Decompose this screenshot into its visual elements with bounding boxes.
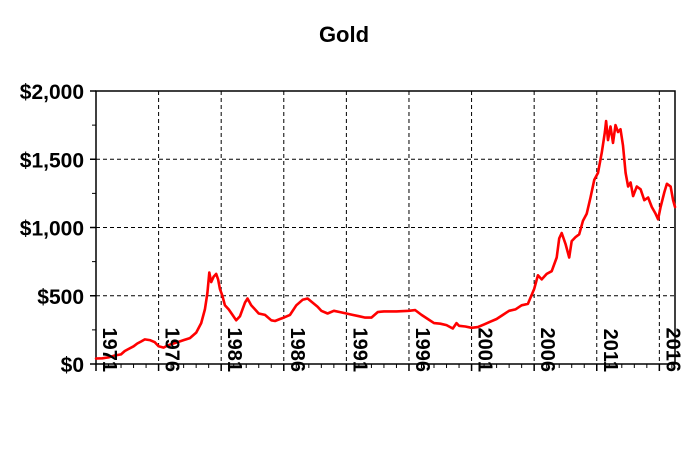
y-tick-label: $1,000 bbox=[20, 218, 84, 241]
y-tick-label: $2,000 bbox=[20, 81, 84, 104]
chart-title: Gold bbox=[319, 22, 369, 47]
x-tick-label: 1996 bbox=[411, 328, 433, 373]
x-tick-label: 2001 bbox=[474, 328, 496, 373]
x-tick-label: 2016 bbox=[661, 328, 683, 373]
x-tick-label: 1981 bbox=[223, 328, 245, 373]
x-tick-label: 1976 bbox=[161, 328, 183, 373]
x-tick-label: 1971 bbox=[98, 328, 120, 373]
grid-lines bbox=[96, 91, 675, 364]
y-tick-label: $0 bbox=[61, 354, 84, 377]
x-tick-label: 1991 bbox=[348, 328, 370, 373]
x-tick-label: 2011 bbox=[599, 329, 621, 372]
y-tick-labels: $0 $500 $1,000 $1,500 $2,000 bbox=[20, 81, 84, 377]
gold-price-line bbox=[94, 119, 677, 360]
x-tick-label: 1986 bbox=[286, 328, 308, 373]
x-tick-label: 2006 bbox=[536, 328, 558, 373]
series-layer bbox=[94, 119, 677, 360]
y-tick-label: $500 bbox=[37, 286, 84, 309]
y-tick-label: $1,500 bbox=[20, 149, 84, 172]
axis-ticks bbox=[90, 90, 673, 371]
x-tick-labels: 1971 1976 1981 1986 1991 1996 2001 2006 2011 2016 bbox=[98, 328, 683, 373]
